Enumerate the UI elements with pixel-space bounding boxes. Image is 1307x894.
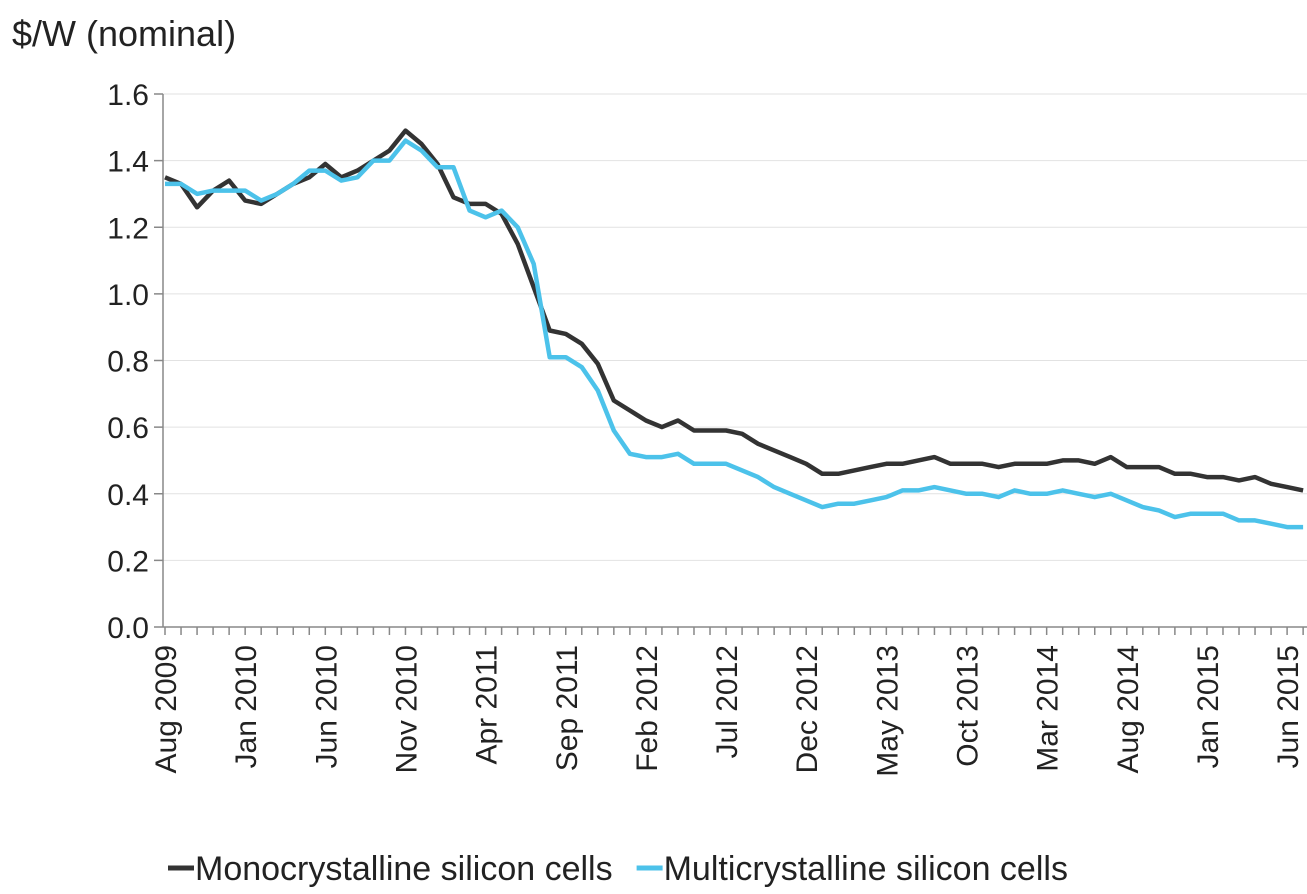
y-tick-label: 1.6 [107,79,149,112]
x-tick-label: Jan 2010 [230,645,263,768]
y-tick-label: 0.6 [107,412,149,445]
x-tick-label: Oct 2013 [952,645,985,767]
x-tick-label: Nov 2010 [390,645,423,773]
x-tick-label: Apr 2011 [471,645,504,765]
x-tick-label: Jul 2012 [711,645,744,758]
x-tick-label: Feb 2012 [631,645,664,772]
y-tick-label: 0.8 [107,346,149,379]
x-tick-label: Dec 2012 [791,645,824,773]
x-tick-label: Aug 2014 [1112,645,1145,773]
y-tick-label: 0.0 [107,612,149,645]
y-axis-title: $/W (nominal) [12,13,236,54]
y-tick-label: 1.0 [107,279,149,312]
legend-label: Multicrystalline silicon cells [664,850,1068,888]
y-tick-label: 1.4 [107,146,149,179]
x-tick-label: Jun 2010 [310,645,343,768]
series-line [164,128,1304,493]
y-tick-label: 0.2 [107,545,149,578]
x-tick-label: May 2013 [871,645,904,777]
x-tick-label: Aug 2009 [150,645,183,773]
x-tick-label: Jun 2015 [1272,645,1305,768]
legend: Monocrystalline silicon cells Multicrysta… [168,850,1068,888]
x-tick-label: Sep 2011 [551,645,584,771]
y-tick-label: 0.4 [107,479,149,512]
x-tick-label: Mar 2014 [1032,645,1065,772]
x-tick-label: Jan 2015 [1192,645,1225,768]
legend-label: Monocrystalline silicon cells [195,850,613,888]
y-tick-label: 1.2 [107,212,149,245]
series-line [165,138,1304,530]
